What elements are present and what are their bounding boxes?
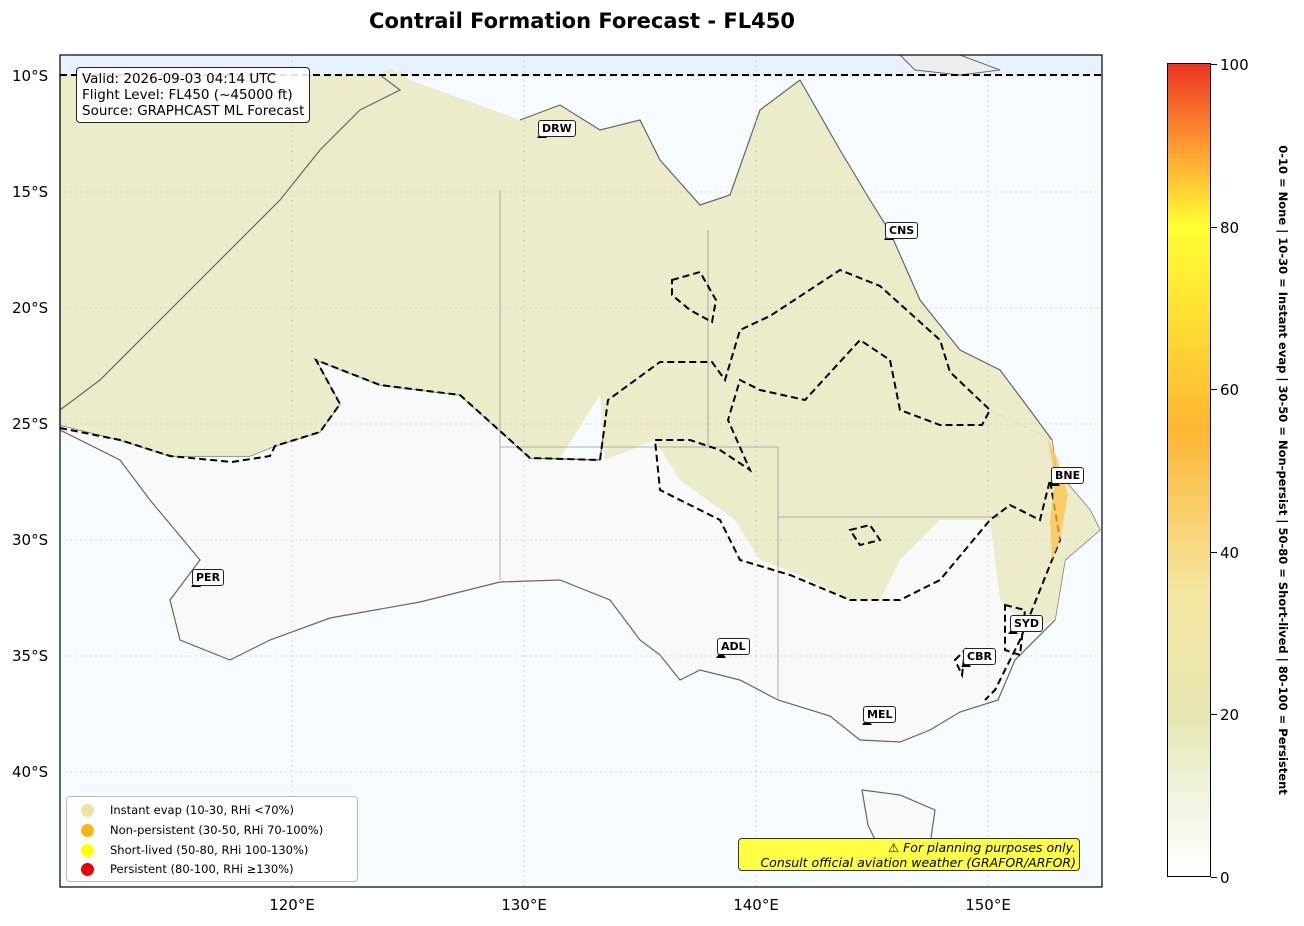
city-label-bne[interactable]: BNE bbox=[1051, 467, 1085, 484]
city-label-per[interactable]: PER bbox=[192, 569, 225, 586]
colorbar-tick-label: 80 bbox=[1220, 219, 1240, 237]
northern-moist-region bbox=[60, 68, 1100, 630]
lon-label: 130°E bbox=[501, 896, 547, 914]
colorbar-tick bbox=[1211, 64, 1217, 65]
lat-label: 25°S bbox=[12, 415, 49, 433]
state-borders bbox=[499, 190, 1000, 700]
legend-item-persistent: Persistent (80-100, RHi ≥130%) bbox=[81, 860, 294, 878]
colorbar-tick-label: 60 bbox=[1220, 381, 1240, 399]
lat-label: 35°S bbox=[12, 647, 49, 665]
legend-dot-icon bbox=[81, 803, 94, 817]
legend-dot-icon bbox=[81, 843, 94, 857]
map-title: Contrail Formation Forecast - FL450 bbox=[369, 9, 795, 33]
colorbar-tick bbox=[1211, 877, 1217, 878]
lat-label: 40°S bbox=[12, 763, 49, 781]
legend-item-short-lived: Short-lived (50-80, RHi 100-130%) bbox=[81, 841, 308, 859]
northern-ocean-band bbox=[60, 55, 1102, 75]
forecast-info-box: Valid: 2026-09-03 04:14 UTC Flight Level… bbox=[76, 67, 311, 123]
colorbar bbox=[1167, 63, 1211, 877]
city-label-cns[interactable]: CNS bbox=[885, 222, 919, 239]
legend-label: Instant evap (10-30, RHi <70%) bbox=[110, 803, 294, 817]
colorbar-tick bbox=[1211, 714, 1217, 715]
city-label-drw[interactable]: DRW bbox=[538, 120, 576, 137]
lon-label: 120°E bbox=[269, 896, 315, 914]
lon-label: 150°E bbox=[965, 896, 1011, 914]
disclaimer-line-1: ⚠ For planning purposes only. bbox=[888, 840, 1076, 855]
valid-time: Valid: 2026-09-03 04:14 UTC bbox=[82, 71, 277, 87]
flight-level: Flight Level: FL450 (~45000 ft) bbox=[82, 87, 293, 103]
city-label-adl[interactable]: ADL bbox=[717, 638, 750, 655]
plot-frame bbox=[59, 54, 1103, 888]
city-label-mel[interactable]: MEL bbox=[863, 706, 897, 723]
forecast-source: Source: GRAPHCAST ML Forecast bbox=[82, 103, 305, 119]
disclaimer-line-2: Consult official aviation weather (GRAFO… bbox=[760, 855, 1076, 870]
legend-label: Non-persistent (30-50, RHi 70-100%) bbox=[110, 823, 324, 837]
legend: Instant evap (10-30, RHi <70%) Non-persi… bbox=[66, 796, 358, 882]
lat-label: 15°S bbox=[12, 183, 49, 201]
colorbar-tick-label: 100 bbox=[1220, 56, 1249, 74]
colorbar-tick-label: 0 bbox=[1220, 869, 1230, 887]
city-label-cbr[interactable]: CBR bbox=[963, 648, 996, 665]
disclaimer-box: ⚠ For planning purposes only. Consult of… bbox=[738, 838, 1080, 871]
lat-label: 20°S bbox=[12, 299, 49, 317]
colorbar-tick-label: 20 bbox=[1220, 706, 1240, 724]
non-persistent-hotspot bbox=[1048, 440, 1068, 560]
lat-label: 10°S bbox=[12, 67, 49, 85]
legend-label: Persistent (80-100, RHi ≥130%) bbox=[110, 862, 294, 876]
legend-label: Short-lived (50-80, RHi 100-130%) bbox=[110, 843, 309, 857]
city-label-syd[interactable]: SYD bbox=[1010, 615, 1044, 632]
colorbar-tick bbox=[1211, 227, 1217, 228]
colorbar-tick-label: 40 bbox=[1220, 544, 1240, 562]
lat-label: 30°S bbox=[12, 531, 49, 549]
colorbar-tick bbox=[1211, 552, 1217, 553]
lon-label: 140°E bbox=[733, 896, 779, 914]
legend-item-non-persistent: Non-persistent (30-50, RHi 70-100%) bbox=[81, 821, 323, 839]
legend-item-instant-evap: Instant evap (10-30, RHi <70%) bbox=[81, 801, 294, 819]
colorbar-caption: 0-10 = None | 10-30 = Instant evap | 30-… bbox=[1276, 145, 1290, 795]
legend-dot-icon bbox=[81, 823, 94, 837]
colorbar-tick bbox=[1211, 389, 1217, 390]
legend-dot-icon bbox=[81, 862, 94, 876]
